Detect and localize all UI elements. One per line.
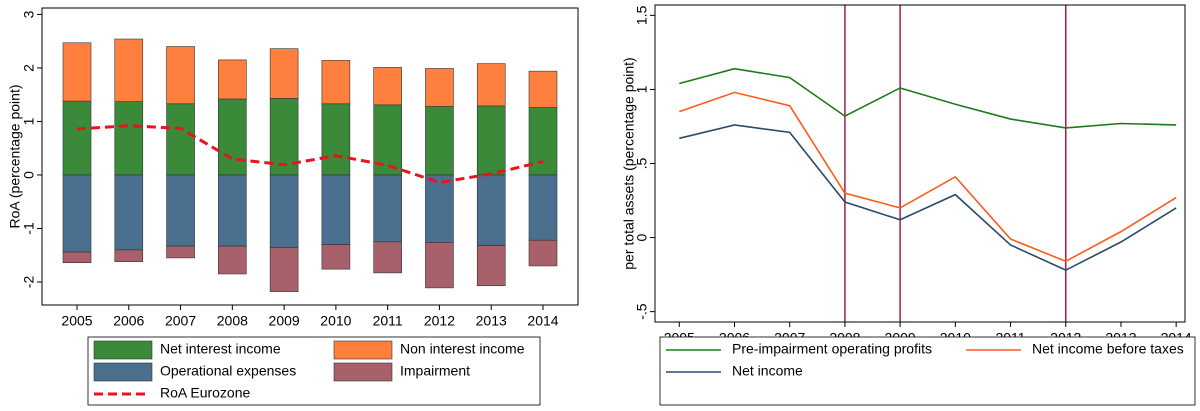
bar [62,100,92,176]
line [679,91,1177,263]
y-tick-label: 0 [21,171,37,179]
bar [425,174,454,243]
y-axis-label: per total assets (percentage point) [621,57,637,269]
bar [166,245,195,259]
legend-frame [87,336,541,406]
bar [114,38,144,102]
plot-frame [654,4,1186,323]
x-tick-label: 2010 [320,313,351,329]
bar [269,174,299,249]
bar [62,174,92,253]
line [679,124,1177,272]
bar [373,174,402,243]
legend-label: Net income [732,363,803,379]
bar [269,48,299,99]
bar [114,174,144,251]
bar [218,98,247,176]
x-tick-label: 2009 [269,313,300,329]
bar [166,174,195,247]
bar [218,245,247,275]
legend-swatch [93,340,153,360]
bar [528,239,558,267]
bar [218,174,247,247]
bar [528,107,558,176]
x-tick-label: 2011 [373,313,403,329]
legend-label: Impairment [400,363,470,379]
y-tick-label: 0 [634,233,650,241]
y-tick-label: -.5 [634,303,650,320]
bar [425,68,454,107]
legend-label: RoA Eurozone [160,385,250,401]
bar [476,63,506,107]
x-tick-label: 2012 [424,313,455,329]
bar [321,60,351,105]
legend-label: Net income before taxes [1032,341,1184,357]
bar [321,244,351,270]
plot-frame [41,7,579,306]
bar [321,174,351,245]
legend-swatch [333,362,393,382]
bar [373,241,402,274]
legend-swatch [333,340,393,360]
bar [425,106,454,176]
y-tick-label: -1 [21,222,37,235]
line [679,67,1177,129]
bar [114,249,144,262]
bar [476,245,506,287]
y-tick-label: -2 [21,276,37,289]
legend-label: Net interest income [160,341,281,357]
y-axis-label: RoA (percentage point) [7,85,23,229]
legend-swatch [93,362,153,382]
y-tick-label: .5 [634,157,650,169]
bar [425,242,454,289]
bar [218,59,247,100]
line [76,124,544,184]
legend-label: Pre-impairment operating profits [732,341,932,357]
x-tick-label: 2006 [113,313,144,329]
x-tick-label: 2014 [527,313,558,329]
y-tick-label: 1 [634,85,650,93]
y-tick-label: 1 [21,117,37,125]
x-tick-label: 2008 [217,313,248,329]
x-tick-label: 2005 [61,313,92,329]
x-tick-label: 2013 [476,313,507,329]
x-tick-label: 2007 [165,313,196,329]
bar [166,46,195,105]
legend-frame [659,336,1196,406]
bar [321,103,351,176]
y-tick-label: 3 [21,10,37,18]
bar [476,174,506,246]
bar [373,67,402,106]
bar [269,247,299,292]
legend-label: Operational expenses [160,363,296,379]
bar [166,103,195,176]
bar [62,42,92,102]
bar [62,251,92,264]
bar [476,105,506,176]
legend-label: Non interest income [400,341,525,357]
bar [114,101,144,176]
y-tick-label: 2 [21,64,37,72]
bar [528,70,558,108]
y-tick-label: 1.5 [634,5,650,25]
bar [528,174,558,241]
